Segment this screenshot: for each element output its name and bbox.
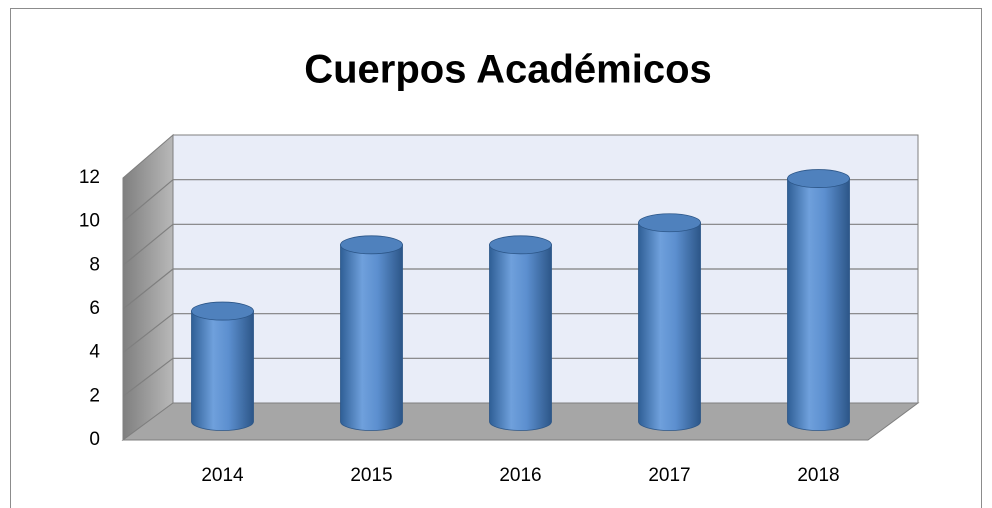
y-tick-label: 6 xyxy=(89,298,100,319)
bar xyxy=(489,244,552,431)
x-tick-label: 2018 xyxy=(797,465,839,486)
bar-top xyxy=(489,235,552,255)
bar xyxy=(191,310,254,431)
y-tick-label: 12 xyxy=(79,167,100,188)
y-tick-label: 0 xyxy=(89,429,100,450)
y-tick-label: 10 xyxy=(79,211,100,232)
chart-frame xyxy=(10,8,982,508)
chart-title: Cuerpos Académicos xyxy=(304,48,712,92)
bar-top xyxy=(638,213,701,233)
grid-line xyxy=(122,179,918,223)
x-tick-label: 2014 xyxy=(201,465,244,486)
y-tick-label: 2 xyxy=(89,385,100,406)
bar-top xyxy=(787,169,850,188)
x-tick-label: 2017 xyxy=(648,465,690,486)
x-tick-label: 2016 xyxy=(499,465,541,486)
bar xyxy=(638,222,701,431)
side-wall xyxy=(122,133,174,441)
x-tick-label: 2015 xyxy=(350,465,392,486)
bar xyxy=(340,244,403,431)
y-tick-label: 8 xyxy=(89,254,100,275)
bar xyxy=(787,178,850,431)
bar-top xyxy=(191,301,254,321)
bar-top xyxy=(340,235,403,255)
y-tick-label: 4 xyxy=(89,342,100,363)
